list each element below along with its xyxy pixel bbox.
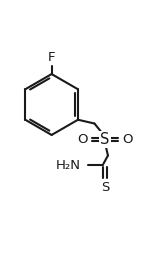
- Text: H₂N: H₂N: [55, 159, 81, 172]
- Text: O: O: [77, 133, 87, 146]
- Text: F: F: [48, 51, 55, 64]
- Text: O: O: [122, 133, 133, 146]
- Text: S: S: [101, 181, 109, 194]
- Text: S: S: [100, 132, 110, 147]
